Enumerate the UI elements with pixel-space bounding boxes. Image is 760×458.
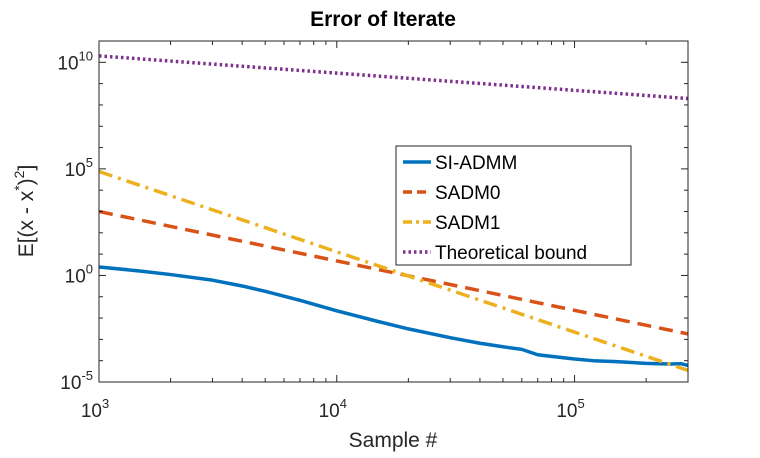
x-tick-base: 10 xyxy=(556,401,577,422)
y-axis-label-sup-2: 2 xyxy=(11,170,27,178)
x-tick-label-0: 103 xyxy=(81,396,109,422)
y-tick-label-3: 1010 xyxy=(57,48,93,74)
y-tick-base: 10 xyxy=(65,160,86,181)
y-axis-label: E[(x - x*)2] xyxy=(11,165,38,258)
x-tick-exp: 4 xyxy=(340,396,347,411)
chart-title: Error of Iterate xyxy=(310,8,456,31)
series-line-1 xyxy=(99,209,688,336)
y-axis-label-part1: E[(x - x xyxy=(15,190,38,257)
y-tick-base: 10 xyxy=(57,53,78,74)
series-layer xyxy=(99,54,688,373)
x-tick-base: 10 xyxy=(319,401,340,422)
legend-label-2: SADM1 xyxy=(435,213,500,234)
legend: SI-ADMM SADM0 SADM1 Theoretical bound xyxy=(395,145,632,266)
y-tick-label-0: 10-5 xyxy=(60,368,93,394)
y-axis-label-part3: ] xyxy=(15,165,38,171)
y-axis-label-sup-star: * xyxy=(11,185,27,191)
x-tick-label-1: 104 xyxy=(319,396,347,422)
legend-label-0: SI-ADMM xyxy=(435,153,517,174)
y-tick-label-2: 105 xyxy=(65,155,93,181)
x-tick-label-2: 105 xyxy=(556,396,584,422)
y-tick-base: 10 xyxy=(65,266,86,287)
x-tick-exp: 5 xyxy=(578,396,585,411)
legend-box xyxy=(395,145,632,266)
series-line-0 xyxy=(99,265,688,368)
x-axis-label: Sample # xyxy=(349,429,438,452)
series-line-2 xyxy=(99,169,688,373)
x-tick-base: 10 xyxy=(81,401,102,422)
y-tick-exp: 5 xyxy=(86,155,93,170)
y-tick-base: 10 xyxy=(60,373,81,394)
y-tick-exp: -5 xyxy=(81,368,93,383)
legend-label-3: Theoretical bound xyxy=(435,243,587,264)
y-axis-label-part2: ) xyxy=(15,178,38,185)
x-tick-exp: 3 xyxy=(102,396,109,411)
y-tick-exp: 0 xyxy=(86,261,93,276)
legend-label-1: SADM0 xyxy=(435,183,500,204)
y-tick-label-1: 100 xyxy=(65,261,93,287)
y-tick-exp: 10 xyxy=(79,48,93,63)
